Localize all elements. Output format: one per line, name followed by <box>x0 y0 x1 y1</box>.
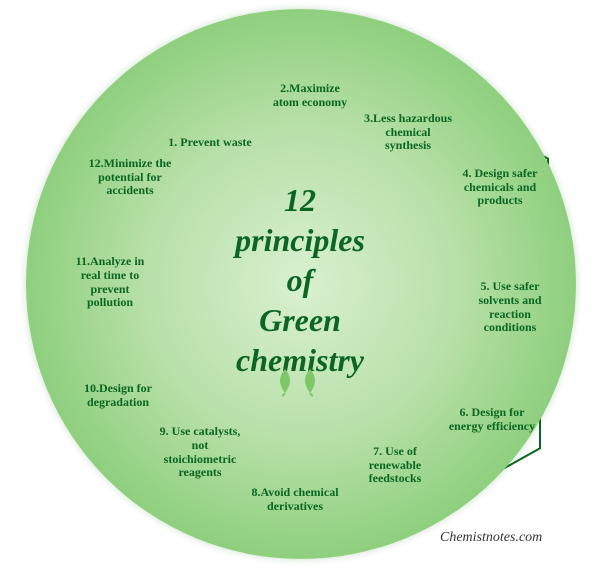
principle-label: 1. Prevent waste <box>168 136 251 150</box>
principle-label: 5. Use safer solvents and reaction condi… <box>466 280 554 335</box>
principle-label: 2.Maximize atom economy <box>266 82 354 110</box>
attribution-text: Chemistnotes.com <box>440 530 542 546</box>
title-line: of <box>200 260 400 300</box>
principle-hexagon-12: 12.Minimize the potential for accidents <box>80 120 180 235</box>
principle-label: 8.Avoid chemical derivatives <box>251 486 339 514</box>
principle-label: 6. Design for energy efficiency <box>448 406 536 434</box>
principle-hexagon-7: 7. Use of renewable feedstocks <box>345 408 445 523</box>
leaf-icon <box>270 365 330 402</box>
diagram-title: 12principlesofGreenchemistry <box>200 180 400 380</box>
principle-label: 11.Analyze in real time to prevent pollu… <box>66 255 154 310</box>
principle-label: 10.Design for degradation <box>74 382 162 410</box>
title-line: Green <box>200 300 400 340</box>
principle-label: 4. Design safer chemicals and products <box>456 167 544 208</box>
principle-hexagon-10: 10.Design for degradation <box>68 338 168 453</box>
principle-hexagon-2: 2.Maximize atom economy <box>260 38 360 153</box>
principle-label: 9. Use catalysts, not stoichiometric rea… <box>156 425 244 480</box>
principle-hexagon-11: 11.Analyze in real time to prevent pollu… <box>60 225 160 340</box>
principle-label: 12.Minimize the potential for accidents <box>86 157 174 198</box>
principle-hexagon-5: 5. Use safer solvents and reaction condi… <box>460 250 560 365</box>
principle-hexagon-8: 8.Avoid chemical derivatives <box>245 442 345 557</box>
title-line: principles <box>200 220 400 260</box>
principle-label: 7. Use of renewable feedstocks <box>351 445 439 486</box>
principle-hexagon-6: 6. Design for energy efficiency <box>442 362 542 477</box>
principle-hexagon-3: 3.Less hazardous chemical synthesis <box>358 75 458 190</box>
principle-label: 3.Less hazardous chemical synthesis <box>364 112 452 153</box>
principle-hexagon-4: 4. Design safer chemicals and products <box>450 130 550 245</box>
